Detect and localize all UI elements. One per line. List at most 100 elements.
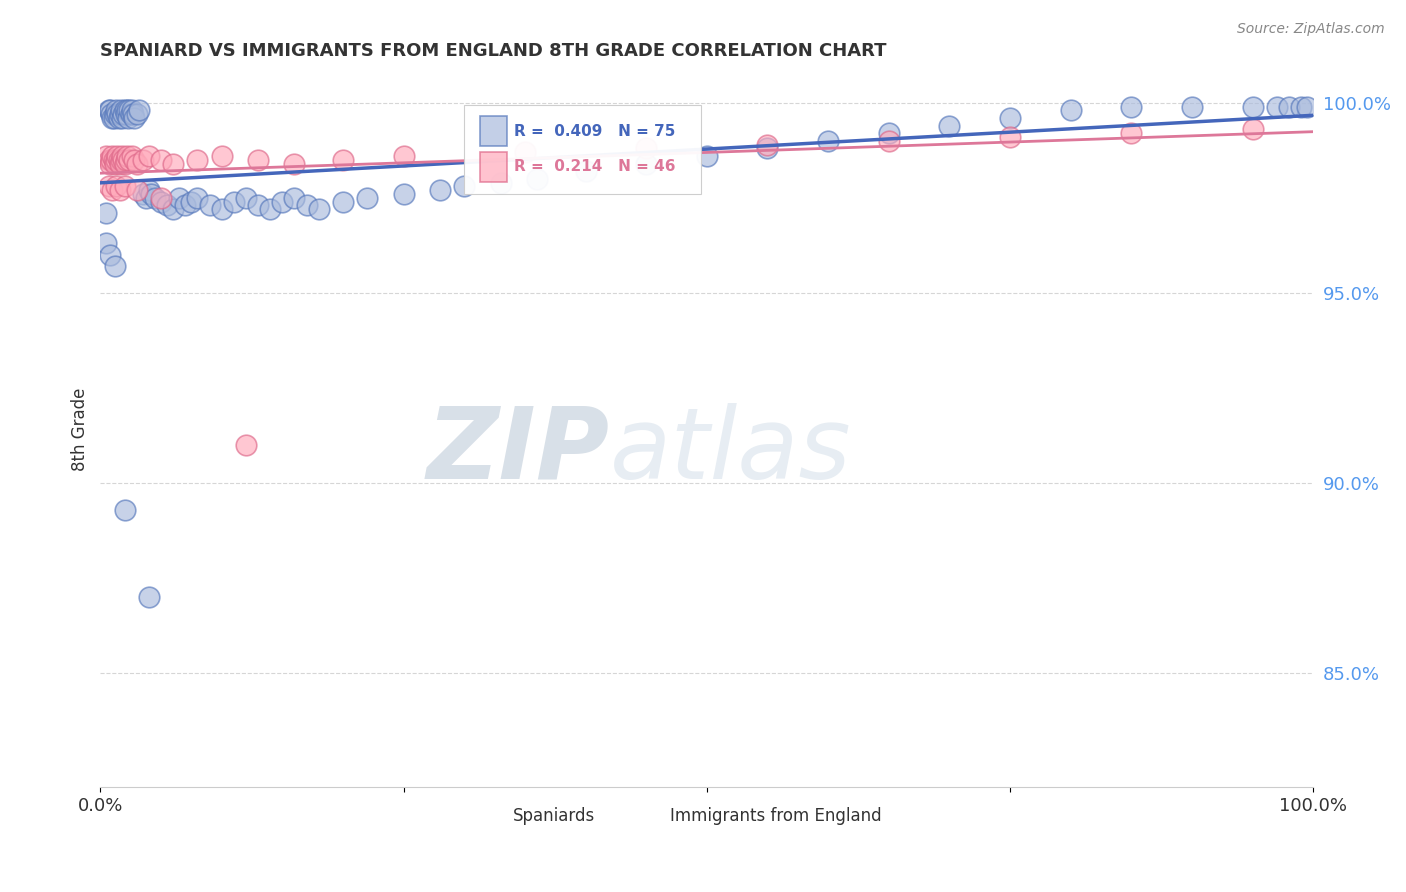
- Point: [150, 194, 173, 209]
- Point: [186, 153, 208, 167]
- Point: [1296, 100, 1319, 114]
- Point: [392, 149, 415, 163]
- Point: [938, 119, 960, 133]
- Point: [101, 183, 124, 197]
- Point: [150, 191, 173, 205]
- Text: ZIP: ZIP: [427, 402, 610, 500]
- Point: [104, 156, 127, 170]
- Point: [104, 107, 127, 121]
- Point: [636, 156, 658, 170]
- Point: [101, 149, 124, 163]
- Point: [308, 202, 330, 217]
- Point: [97, 179, 120, 194]
- Point: [247, 153, 270, 167]
- FancyBboxPatch shape: [628, 806, 662, 826]
- Point: [817, 134, 839, 148]
- Point: [489, 176, 512, 190]
- Point: [110, 153, 132, 167]
- Point: [98, 156, 121, 170]
- Point: [105, 149, 128, 163]
- FancyBboxPatch shape: [470, 806, 505, 826]
- Point: [125, 107, 148, 121]
- Point: [259, 202, 281, 217]
- Point: [114, 502, 136, 516]
- Text: atlas: atlas: [610, 402, 852, 500]
- Point: [111, 149, 134, 163]
- Point: [105, 153, 128, 167]
- Point: [167, 191, 190, 205]
- Point: [108, 107, 131, 121]
- Point: [107, 111, 129, 125]
- Point: [128, 103, 150, 118]
- Point: [150, 153, 173, 167]
- Point: [1121, 126, 1143, 140]
- Point: [122, 107, 145, 121]
- FancyBboxPatch shape: [479, 116, 506, 146]
- Point: [121, 149, 143, 163]
- Point: [392, 187, 415, 202]
- Point: [356, 191, 378, 205]
- Point: [118, 103, 141, 118]
- Point: [98, 248, 121, 262]
- Point: [132, 187, 155, 202]
- Text: Immigrants from England: Immigrants from England: [671, 806, 882, 824]
- Point: [186, 191, 208, 205]
- FancyBboxPatch shape: [464, 104, 700, 194]
- Point: [107, 153, 129, 167]
- Point: [141, 187, 163, 202]
- Point: [332, 153, 354, 167]
- Point: [1265, 100, 1288, 114]
- Point: [283, 156, 305, 170]
- Point: [125, 183, 148, 197]
- Point: [998, 130, 1021, 145]
- FancyBboxPatch shape: [479, 152, 506, 182]
- Text: Spaniards: Spaniards: [513, 806, 595, 824]
- Point: [162, 156, 184, 170]
- Point: [114, 156, 136, 170]
- Point: [138, 149, 160, 163]
- Point: [100, 107, 122, 121]
- Point: [877, 126, 900, 140]
- Point: [574, 164, 596, 178]
- Point: [124, 111, 146, 125]
- Point: [105, 107, 128, 121]
- Point: [97, 153, 120, 167]
- Point: [103, 111, 125, 125]
- Point: [222, 194, 245, 209]
- Point: [111, 111, 134, 125]
- Point: [526, 172, 548, 186]
- Point: [198, 198, 221, 212]
- Point: [114, 179, 136, 194]
- Point: [114, 153, 136, 167]
- Point: [115, 149, 138, 163]
- Point: [120, 107, 142, 121]
- Point: [101, 111, 124, 125]
- Text: SPANIARD VS IMMIGRANTS FROM ENGLAND 8TH GRADE CORRELATION CHART: SPANIARD VS IMMIGRANTS FROM ENGLAND 8TH …: [100, 42, 887, 60]
- Point: [247, 198, 270, 212]
- Point: [105, 103, 128, 118]
- Point: [1278, 100, 1301, 114]
- Point: [103, 153, 125, 167]
- Point: [117, 111, 139, 125]
- Point: [453, 179, 475, 194]
- Point: [108, 156, 131, 170]
- Point: [429, 183, 451, 197]
- Point: [105, 179, 128, 194]
- Text: R =  0.214   N = 46: R = 0.214 N = 46: [515, 160, 675, 174]
- Y-axis label: 8th Grade: 8th Grade: [72, 388, 89, 471]
- Point: [104, 260, 127, 274]
- Point: [125, 156, 148, 170]
- Point: [998, 111, 1021, 125]
- Point: [96, 149, 118, 163]
- Point: [138, 590, 160, 604]
- Point: [174, 198, 197, 212]
- Point: [96, 206, 118, 220]
- Point: [143, 191, 166, 205]
- Point: [235, 191, 257, 205]
- Point: [211, 149, 233, 163]
- Point: [271, 194, 294, 209]
- Point: [100, 153, 122, 167]
- Point: [124, 153, 146, 167]
- Text: Source: ZipAtlas.com: Source: ZipAtlas.com: [1237, 22, 1385, 37]
- Point: [162, 202, 184, 217]
